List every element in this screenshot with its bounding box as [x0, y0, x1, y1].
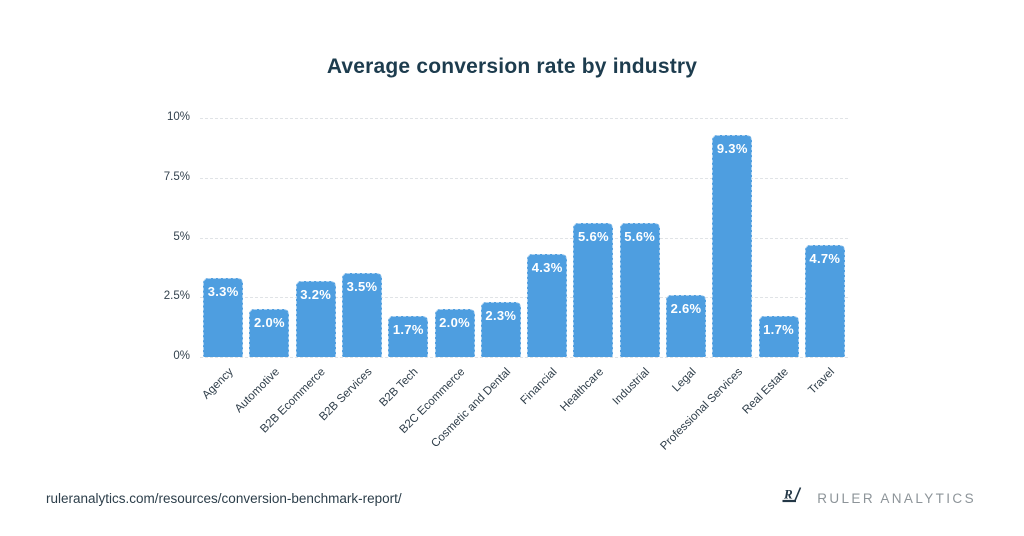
- x-axis-label: Financial: [518, 366, 560, 408]
- bar-value-label: 2.0%: [254, 315, 285, 331]
- bar-b2b-services: 3.5%: [342, 273, 382, 357]
- y-axis-tick-label: 0%: [173, 350, 190, 362]
- y-axis-tick-label: 10%: [166, 111, 190, 123]
- gridline: [200, 118, 848, 119]
- plot-area: 0% 2.5% 5% 7.5% 10% 3.3% Agency 2.0% Automotive 3…: [164, 111, 848, 453]
- bar-value-label: 4.3%: [531, 260, 563, 276]
- x-axis-label: B2B Tech: [377, 366, 421, 410]
- bar-value-label: 3.3%: [207, 284, 239, 300]
- bar-healthcare: 5.6%: [573, 223, 614, 357]
- bar-value-label: 4.7%: [809, 250, 841, 266]
- x-axis-label: Industrial: [610, 366, 653, 408]
- bar-financial: 4.3%: [527, 254, 568, 357]
- x-axis-label: Agency: [200, 366, 236, 402]
- x-axis-label: Healthcare: [558, 366, 606, 414]
- y-axis-tick-label: 7.5%: [163, 170, 190, 183]
- bar-b2b-tech: 1.7%: [388, 316, 429, 357]
- y-axis-tick-label: 5%: [173, 230, 190, 243]
- x-axis-label: Travel: [806, 366, 838, 397]
- bar-value-label: 2.0%: [439, 315, 470, 331]
- bar-value-label: 2.6%: [670, 300, 702, 316]
- bar-real-estate: 1.7%: [758, 316, 799, 357]
- bar-agency: 3.3%: [203, 278, 244, 357]
- bar-value-label: 2.3%: [485, 308, 517, 324]
- ruler-analytics-logo-icon: R: [780, 486, 807, 510]
- gridline: [200, 177, 848, 179]
- bar-value-label: 5.6%: [578, 229, 609, 245]
- bar-value-label: 1.7%: [392, 322, 424, 338]
- source-url-link[interactable]: ruleranalytics.com/resources/conversion-…: [46, 491, 402, 506]
- bar-value-label: 1.7%: [763, 322, 794, 338]
- svg-text:R: R: [783, 487, 793, 502]
- x-axis-label: Legal: [670, 366, 699, 395]
- bar-professional-services: 9.3%: [712, 134, 753, 357]
- gridline: [200, 357, 848, 358]
- gridline: [200, 297, 848, 299]
- bar-legal: 2.6%: [666, 294, 706, 357]
- bar-value-label: 3.2%: [300, 286, 332, 302]
- y-axis-tick-label: 2.5%: [163, 290, 190, 303]
- bar-value-label: 3.5%: [346, 279, 378, 295]
- bar-b2b-ecommerce: 3.2%: [295, 280, 336, 357]
- x-axis-label: Real Estate: [740, 366, 792, 417]
- bar-value-label: 9.3%: [716, 140, 748, 156]
- x-axis-label: Professional Services: [658, 366, 745, 453]
- bar-industrial: 5.6%: [619, 223, 660, 357]
- bar-automotive: 2.0%: [249, 309, 290, 357]
- brand-lockup: R RULER ANALYTICS: [780, 486, 976, 510]
- x-axis-label: Automotive: [232, 366, 282, 416]
- bar-travel: 4.7%: [804, 244, 845, 357]
- bar-value-label: 5.6%: [624, 229, 656, 245]
- bar-b2c-ecommerce: 2.0%: [434, 309, 475, 357]
- bar-cosmetic-and-dental: 2.3%: [480, 302, 521, 357]
- page-title: Average conversion rate by industry: [326, 55, 698, 78]
- brand-name: RULER ANALYTICS: [817, 490, 976, 506]
- gridline: [200, 237, 848, 239]
- x-axis-label: Cosmetic and Dental: [429, 366, 514, 450]
